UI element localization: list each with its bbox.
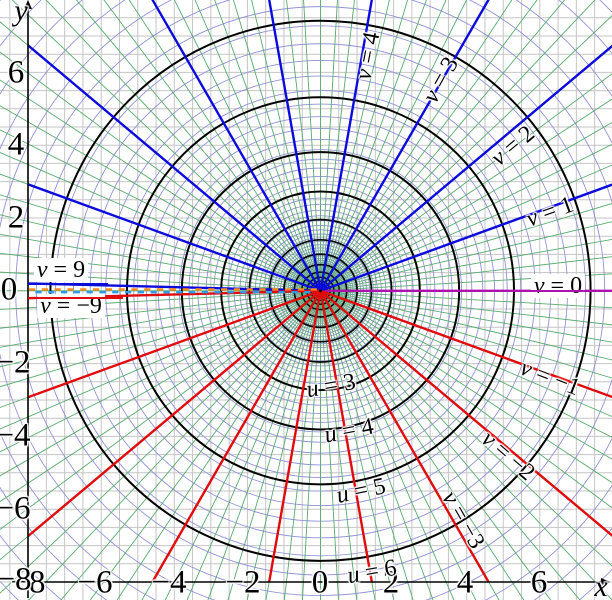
- ray-v8: [28, 183, 320, 292]
- x-tick-−4: −4: [151, 564, 187, 600]
- ray-v-8: [28, 290, 320, 399]
- x-tick-4: 4: [456, 564, 474, 600]
- ray-v1: [321, 183, 612, 292]
- vm9-line-overlay: [28, 296, 123, 299]
- ray-v-1: [321, 290, 612, 399]
- v9-line-overlay: [28, 283, 108, 286]
- y-tick-−4: −4: [0, 417, 31, 454]
- ray-v-6: [150, 291, 321, 582]
- x-tick-2: 2: [382, 564, 400, 600]
- label-v0: v = 0: [530, 274, 586, 298]
- ray-v6: [151, 0, 321, 291]
- x-axis-arrow-icon: [601, 578, 610, 586]
- ray-v-3: [320, 291, 491, 582]
- y-tick-4: 4: [7, 126, 25, 163]
- ray-v-9: [28, 289, 320, 300]
- y-tick-−2: −2: [0, 344, 31, 381]
- y-tick-−6: −6: [0, 490, 31, 527]
- v0-line-overlay: [524, 289, 612, 292]
- x-tick-−6: −6: [77, 564, 113, 600]
- y-tick-2: 2: [7, 199, 25, 236]
- ray-v3: [320, 0, 490, 291]
- y-tick-6: 6: [7, 54, 25, 91]
- ray-v5: [268, 0, 322, 290]
- x-tick-0: 0: [311, 564, 329, 600]
- y-tick-0: 0: [0, 271, 18, 308]
- y-axis-label: y: [14, 0, 28, 27]
- x-tick-−8: −8: [10, 564, 46, 600]
- x-axis-label: x: [594, 570, 608, 600]
- label-v9: v = 9: [33, 258, 89, 282]
- y-tick-−8: −8: [0, 561, 32, 598]
- x-tick-6: 6: [530, 564, 548, 600]
- ray-v2: [320, 44, 612, 291]
- ray-v-4: [319, 292, 374, 582]
- branch-cut: [29, 288, 317, 294]
- x-tick-−2: −2: [225, 564, 261, 600]
- ray-v-5: [267, 292, 322, 582]
- origin-dot: [318, 288, 323, 293]
- y-axis-arrow-icon: [24, 0, 32, 9]
- ray-v4: [319, 0, 373, 290]
- ray-v9: [28, 282, 320, 292]
- ray-v-2: [320, 290, 612, 537]
- ray-v7: [28, 43, 321, 291]
- axis-frame: [24, 0, 610, 598]
- ray-v-7: [28, 290, 321, 538]
